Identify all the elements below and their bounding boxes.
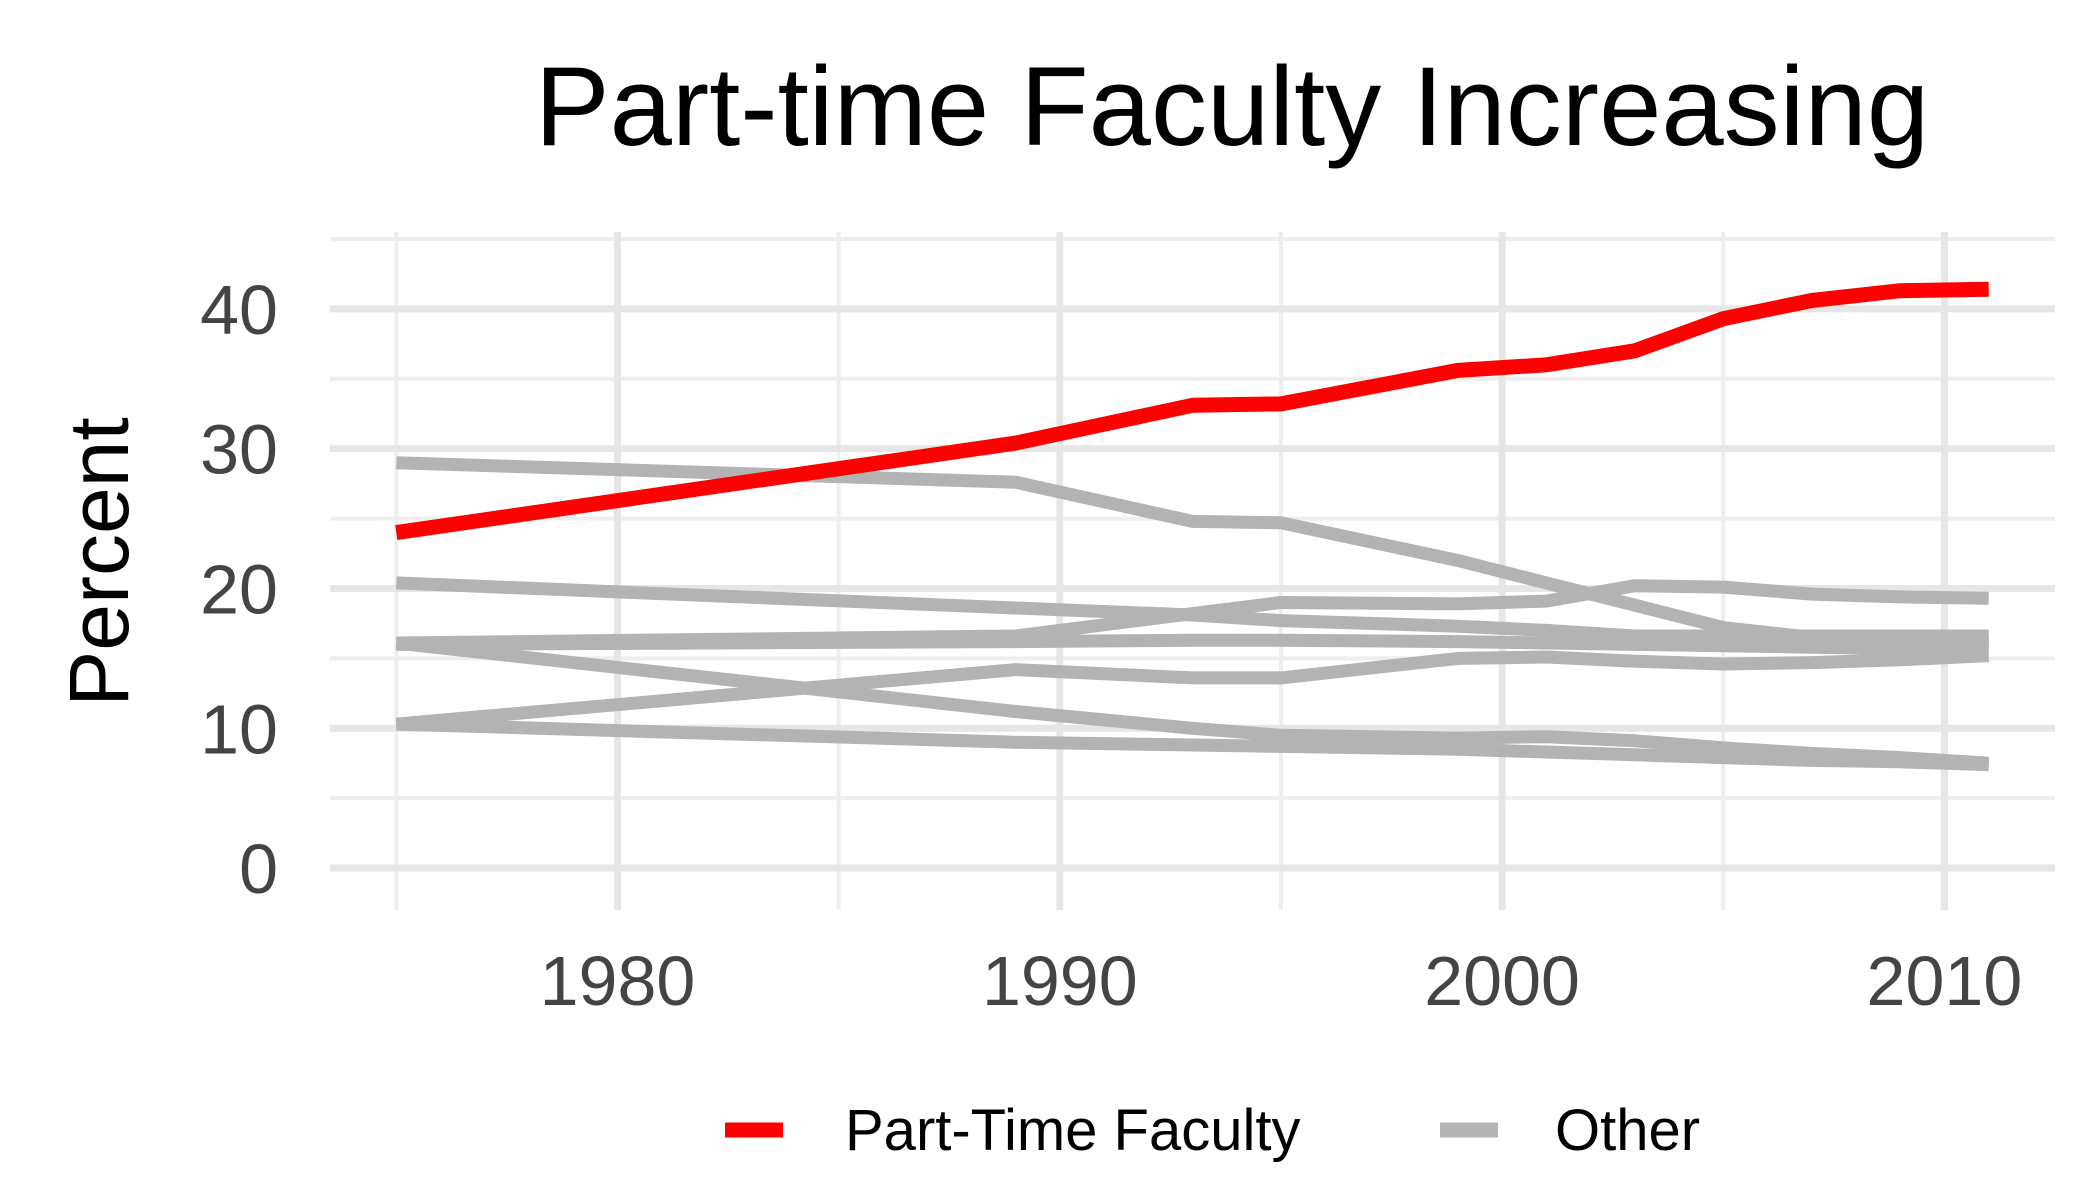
gridlines xyxy=(330,232,2055,910)
series-line-part-time-faculty xyxy=(395,281,1989,541)
series-line-other-6 xyxy=(395,649,1990,731)
x-tick-label: 1990 xyxy=(982,942,1138,1020)
y-tick-label: 0 xyxy=(239,830,278,908)
y-tick-label: 20 xyxy=(200,550,278,628)
series-lines xyxy=(395,281,1990,772)
x-tick-label: 2010 xyxy=(1867,942,2023,1020)
y-tick-label: 30 xyxy=(200,411,278,489)
y-axis-ticks: 0 10 20 30 40 xyxy=(200,271,278,908)
series-line-other-4 xyxy=(396,633,1989,657)
series-line-other-3 xyxy=(396,579,1989,650)
x-axis-ticks: 1980 1990 2000 2010 xyxy=(540,942,2023,1020)
x-tick-label: 1980 xyxy=(540,942,696,1020)
series-line-other-2 xyxy=(396,576,1989,643)
y-axis-label: Percent xyxy=(52,417,146,707)
legend-label-other: Other xyxy=(1555,1098,1700,1163)
legend-label-part-time-faculty: Part-Time Faculty xyxy=(845,1098,1300,1163)
y-tick-label: 10 xyxy=(200,690,278,768)
y-tick-label: 40 xyxy=(200,271,278,349)
x-tick-label: 2000 xyxy=(1424,942,1580,1020)
chart-title: Part-time Faculty Increasing xyxy=(535,44,1929,169)
legend: Part-Time Faculty Other xyxy=(725,1098,1700,1163)
series-line-other-7 xyxy=(396,717,1989,772)
